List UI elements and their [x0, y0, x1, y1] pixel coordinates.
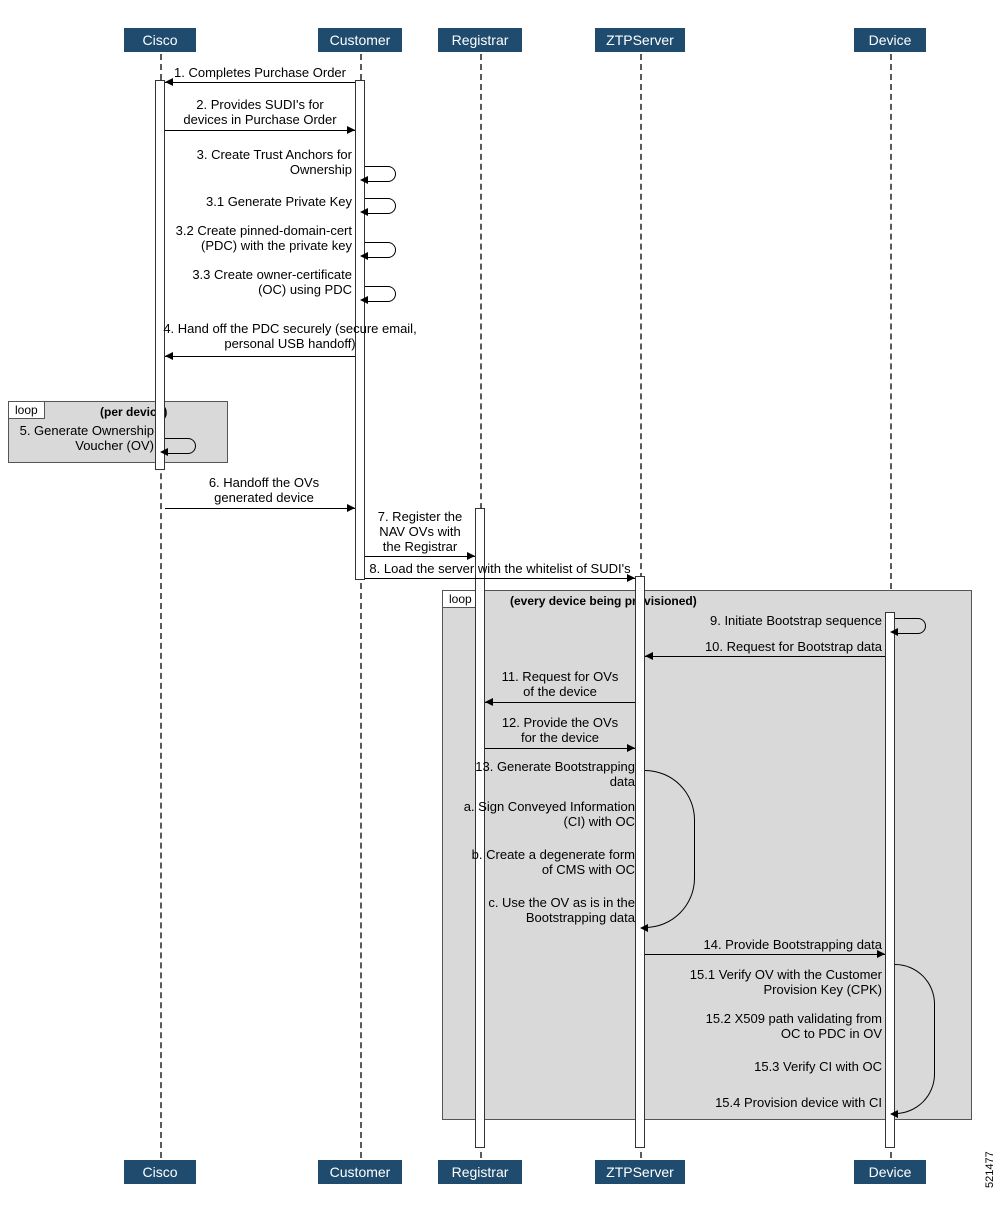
msg-10-line — [645, 656, 885, 657]
msg-32-label: 3.2 Create pinned-domain-cert (PDC) with… — [150, 224, 352, 254]
msg-7-label: 7. Register the NAV OVs with the Registr… — [378, 510, 463, 555]
msg-32-loop — [365, 242, 396, 258]
msg-8-line — [365, 578, 635, 579]
msg-8-arrow — [627, 574, 635, 582]
msg-33-arrow — [360, 296, 368, 304]
msg-2-line — [165, 130, 355, 131]
msg-11-arrow — [485, 698, 493, 706]
msg-15-arc — [895, 964, 935, 1114]
msg-6-arrow — [347, 504, 355, 512]
actor-registrar-bottom: Registrar — [438, 1160, 522, 1184]
msg-12-label: 12. Provide the OVs for the device — [502, 716, 618, 746]
msg-6-line — [165, 508, 355, 509]
msg-5-arrow — [160, 448, 168, 456]
msg-13-arrow — [640, 924, 648, 932]
msg-7-arrow — [467, 552, 475, 560]
msg-3-arrow — [360, 176, 368, 184]
msg-5-label: 5. Generate Ownership Voucher (OV) — [8, 424, 154, 454]
msg-14-label: 14. Provide Bootstrapping data — [650, 938, 882, 953]
loop-cond-provision: (every device being provisioned) — [510, 594, 697, 608]
actor-customer-bottom: Customer — [318, 1160, 402, 1184]
msg-31-arrow — [360, 208, 368, 216]
loop-tag-provision: loop — [442, 590, 479, 608]
msg-1-line — [165, 82, 355, 83]
msg-152-label: 15.2 X509 path validating from OC to PDC… — [650, 1012, 882, 1042]
msg-31-label: 3.1 Generate Private Key — [170, 195, 352, 210]
msg-13-label: 13. Generate Bootstrapping data — [455, 760, 635, 790]
msg-9-loop — [895, 618, 926, 634]
msg-9-label: 9. Initiate Bootstrap sequence — [660, 614, 882, 629]
msg-13a-label: a. Sign Conveyed Information (CI) with O… — [445, 800, 635, 830]
actor-device-bottom: Device — [854, 1160, 926, 1184]
msg-154-label: 15.4 Provision device with CI — [650, 1096, 882, 1111]
msg-13b-label: b. Create a degenerate form of CMS with … — [445, 848, 635, 878]
actor-ztp-bottom: ZTPServer — [595, 1160, 685, 1184]
msg-15-arrow — [890, 1110, 898, 1118]
msg-33-loop — [365, 286, 396, 302]
actor-customer-top: Customer — [318, 28, 402, 52]
msg-13-arc — [645, 770, 695, 928]
actor-registrar-top: Registrar — [438, 28, 522, 52]
activation-ztp — [635, 576, 645, 1148]
msg-151-label: 15.1 Verify OV with the Customer Provisi… — [650, 968, 882, 998]
msg-6-label: 6. Handoff the OVs generated device — [209, 476, 319, 506]
msg-12-arrow — [627, 744, 635, 752]
msg-1-arrow — [165, 78, 173, 86]
msg-1-label: 1. Completes Purchase Order — [174, 66, 346, 81]
msg-13c-label: c. Use the OV as is in the Bootstrapping… — [455, 896, 635, 926]
msg-5-loop — [165, 438, 196, 454]
msg-3-label: 3. Create Trust Anchors for Ownership — [170, 148, 352, 178]
msg-11-label: 11. Request for OVs of the device — [502, 670, 619, 700]
msg-33-label: 3.3 Create owner-certificate (OC) using … — [160, 268, 352, 298]
msg-3-loop — [365, 166, 396, 182]
msg-10-label: 10. Request for Bootstrap data — [660, 640, 882, 655]
msg-2-arrow — [347, 126, 355, 134]
msg-4-arrow — [165, 352, 173, 360]
msg-10-arrow — [645, 652, 653, 660]
msg-7-line — [365, 556, 475, 557]
msg-32-arrow — [360, 252, 368, 260]
msg-2-label: 2. Provides SUDI's for devices in Purcha… — [183, 98, 336, 128]
activation-device — [885, 612, 895, 1148]
msg-153-label: 15.3 Verify CI with OC — [650, 1060, 882, 1075]
actor-ztp-top: ZTPServer — [595, 28, 685, 52]
msg-31-loop — [365, 198, 396, 214]
msg-8-label: 8. Load the server with the whitelist of… — [369, 562, 630, 577]
msg-4-line — [165, 356, 355, 357]
msg-14-arrow — [877, 950, 885, 958]
loop-tag-per-device: loop — [8, 401, 45, 419]
msg-12-line — [485, 748, 635, 749]
actor-device-top: Device — [854, 28, 926, 52]
actor-cisco-bottom: Cisco — [124, 1160, 196, 1184]
sequence-diagram: loop (every device being provisioned) lo… — [0, 0, 1000, 1212]
msg-11-line — [485, 702, 635, 703]
actor-cisco-top: Cisco — [124, 28, 196, 52]
diagram-id: 521477 — [984, 1151, 996, 1188]
msg-4-label: 4. Hand off the PDC securely (secure ema… — [130, 322, 450, 352]
msg-9-arrow — [890, 628, 898, 636]
msg-14-line — [645, 954, 885, 955]
